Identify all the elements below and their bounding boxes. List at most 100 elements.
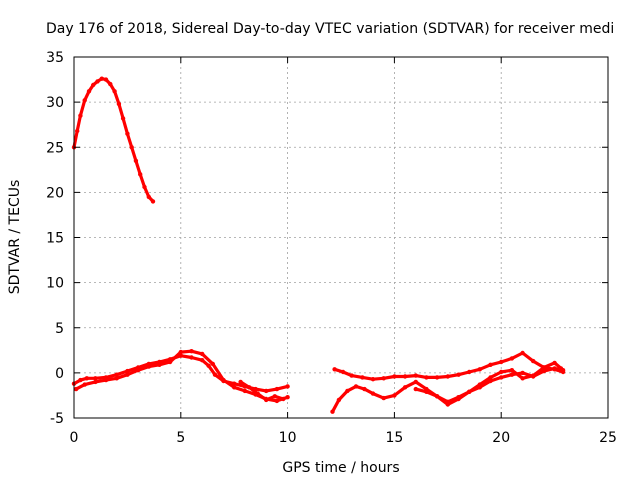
data-point	[330, 409, 335, 414]
x-tick-label: 0	[70, 430, 79, 446]
data-point	[232, 385, 237, 390]
data-series	[71, 76, 566, 414]
data-point	[146, 364, 151, 369]
data-point	[467, 389, 472, 394]
data-point	[362, 386, 367, 392]
data-point	[157, 362, 162, 367]
data-point	[108, 81, 113, 87]
data-point	[456, 372, 461, 377]
data-point	[413, 386, 418, 392]
data-point	[146, 194, 151, 200]
data-point	[499, 359, 504, 365]
data-point	[370, 377, 376, 382]
data-point	[114, 376, 119, 381]
x-tick-label: 5	[176, 430, 185, 446]
data-point	[274, 386, 280, 392]
data-point	[434, 375, 440, 380]
data-point	[541, 365, 547, 370]
data-point	[91, 82, 96, 88]
data-point	[138, 172, 143, 177]
data-point	[112, 89, 117, 94]
data-point	[552, 360, 557, 366]
y-tick-label: 15	[46, 231, 64, 247]
x-tick-label: 10	[279, 430, 297, 446]
data-point	[93, 379, 98, 385]
data-point	[520, 370, 525, 376]
data-point	[445, 402, 450, 407]
data-point	[200, 351, 205, 357]
data-point	[424, 375, 429, 380]
y-tick-label: 10	[46, 276, 64, 292]
data-point	[424, 389, 429, 394]
data-point	[103, 377, 109, 383]
data-point	[402, 385, 408, 390]
data-point	[125, 368, 130, 374]
data-point	[531, 358, 536, 364]
data-point	[381, 376, 386, 381]
x-tick-label: 20	[492, 430, 510, 446]
data-point	[381, 395, 386, 401]
data-point	[264, 388, 269, 394]
data-point	[402, 374, 408, 379]
y-tick-label: 5	[55, 321, 64, 337]
data-point	[82, 98, 87, 103]
data-point	[499, 369, 504, 375]
x-tick-label: 25	[599, 430, 617, 446]
data-point	[499, 375, 504, 380]
data-point	[558, 366, 564, 371]
data-point	[413, 379, 418, 385]
data-point	[392, 374, 397, 379]
data-point	[135, 368, 141, 373]
data-point	[95, 79, 100, 84]
data-point	[125, 131, 130, 136]
y-tick-label: -5	[50, 411, 64, 427]
data-point	[340, 369, 346, 375]
data-point	[114, 372, 119, 377]
data-point	[221, 377, 226, 383]
axis-ticks: 0 5 10 15 20 25 -5 0 5 10 15 20 25 30 35	[46, 50, 617, 446]
data-point	[285, 384, 290, 389]
data-point	[86, 89, 92, 94]
data-point	[349, 373, 354, 378]
data-point	[212, 372, 218, 377]
data-point	[116, 101, 122, 107]
data-point	[281, 396, 286, 402]
data-point	[264, 397, 269, 403]
data-point	[78, 113, 83, 118]
y-tick-label: 30	[46, 95, 64, 111]
data-point	[189, 349, 194, 354]
data-point	[345, 388, 350, 394]
data-point	[125, 372, 130, 377]
data-point	[445, 374, 450, 379]
data-point	[531, 373, 536, 378]
data-point	[456, 396, 461, 402]
data-point	[336, 397, 342, 403]
data-point	[75, 128, 80, 134]
data-point	[274, 398, 280, 404]
data-point	[488, 375, 493, 380]
y-tick-label: 35	[46, 50, 64, 66]
data-point	[238, 379, 243, 385]
data-point	[255, 391, 260, 396]
y-tick-label: 25	[46, 140, 64, 156]
data-point	[84, 376, 90, 381]
data-point	[488, 362, 493, 367]
data-point	[520, 376, 525, 381]
data-point	[370, 391, 376, 396]
data-point	[353, 384, 359, 389]
data-point	[509, 368, 515, 373]
data-point	[509, 356, 515, 361]
data-point	[413, 373, 418, 378]
data-point	[150, 199, 156, 204]
data-point	[242, 388, 248, 394]
data-point	[272, 394, 277, 399]
data-point	[93, 376, 98, 381]
data-point	[434, 394, 440, 399]
data-point	[477, 367, 482, 372]
data-point	[120, 116, 126, 121]
data-point	[332, 367, 337, 372]
series-arc-1	[72, 77, 155, 203]
data-point	[467, 369, 472, 375]
data-point	[477, 382, 482, 387]
y-tick-label: 0	[55, 366, 64, 382]
